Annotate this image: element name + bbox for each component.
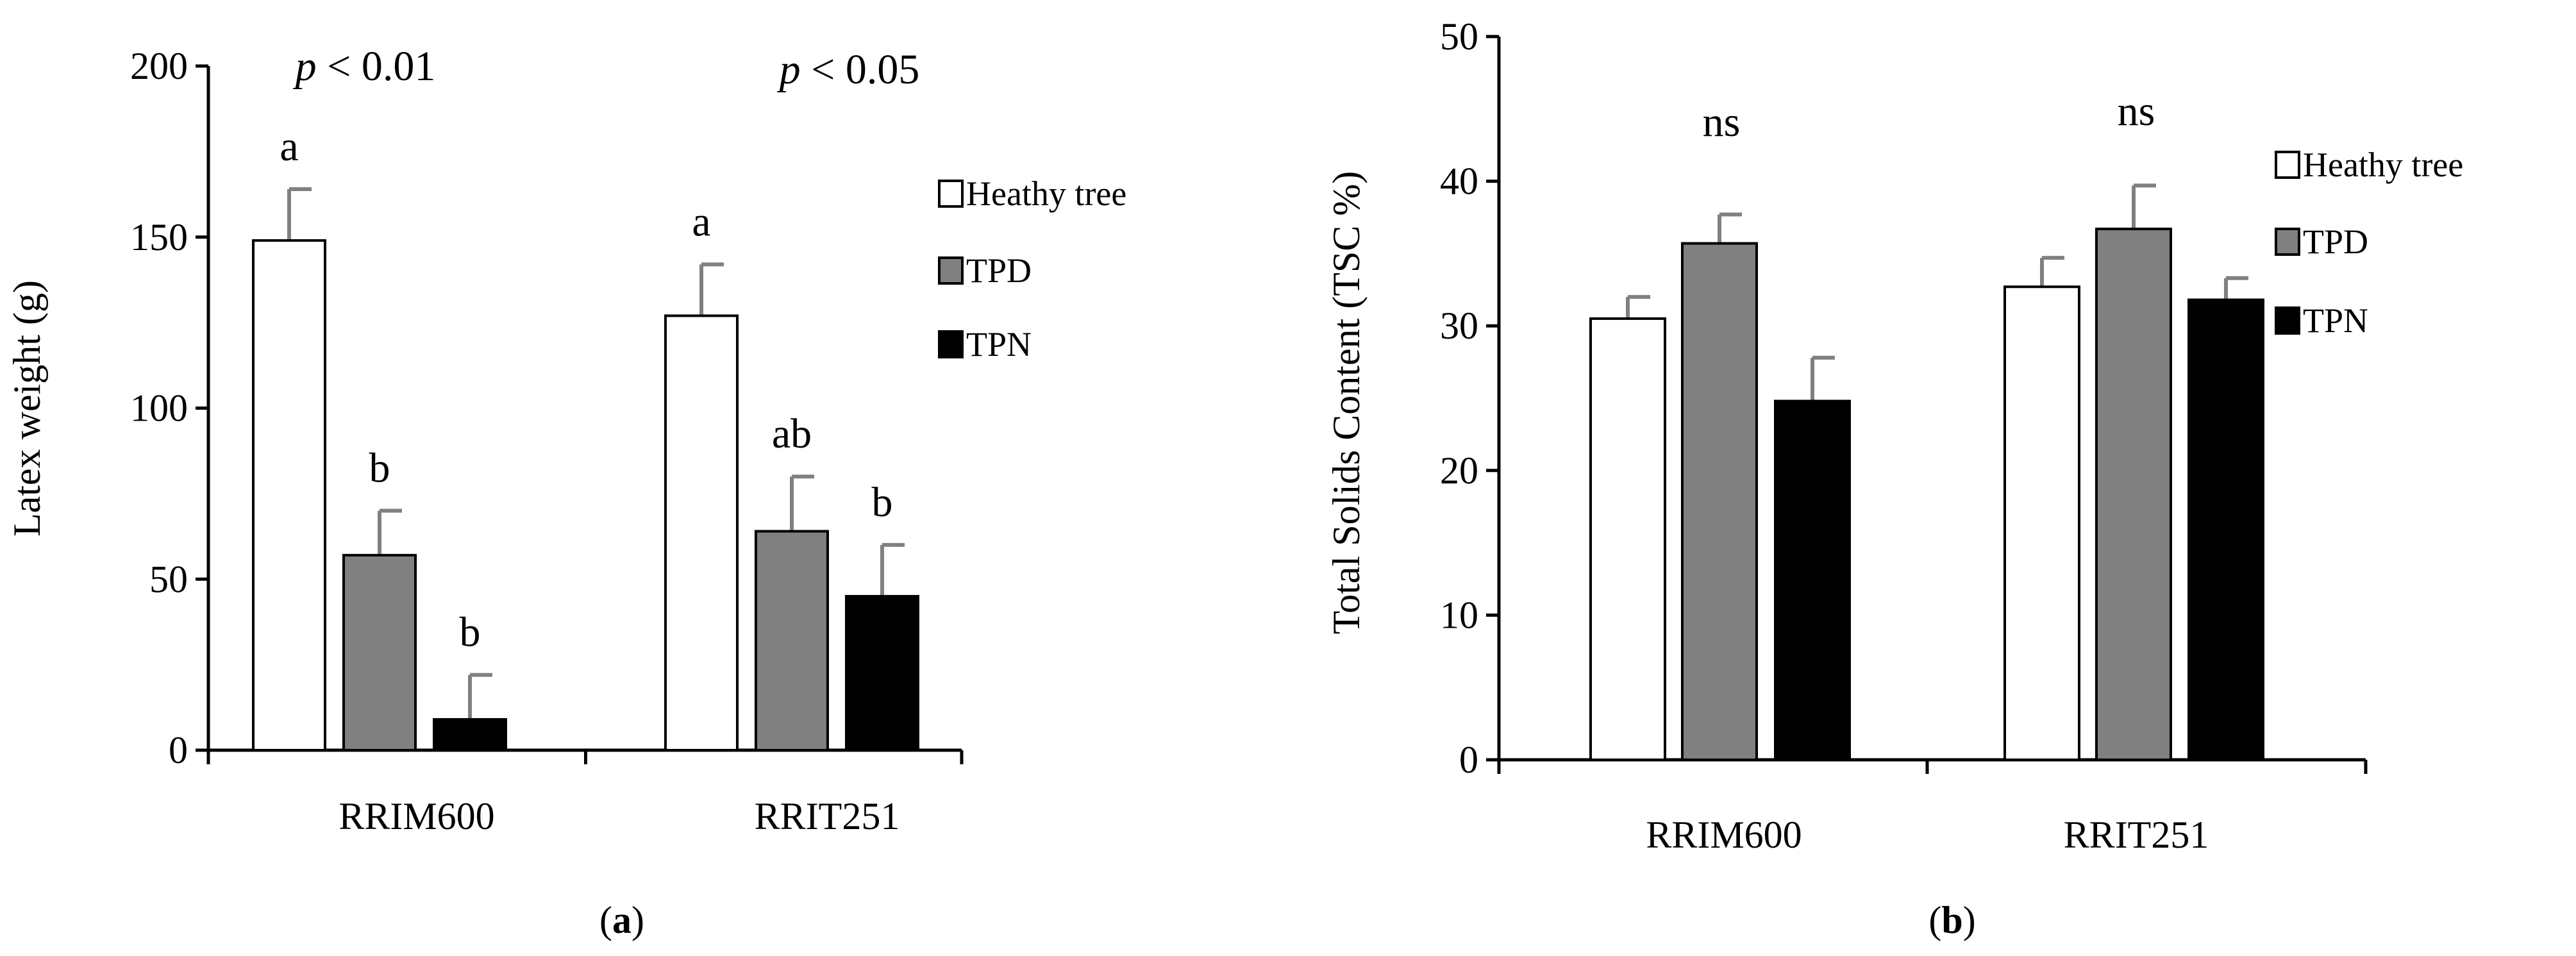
bar-tpd xyxy=(755,530,829,751)
significance-letter: b xyxy=(369,445,390,492)
significance-letter: b xyxy=(460,609,481,656)
y-tick-label: 0 xyxy=(169,729,188,771)
legend-label: TPD xyxy=(966,251,1032,290)
panel-label: (b) xyxy=(1928,899,1975,941)
bar-tpn xyxy=(433,717,507,751)
panel-label-close: ) xyxy=(1963,899,1976,941)
legend-label: Heathy tree xyxy=(2303,146,2463,184)
y-tick-label: 10 xyxy=(1440,594,1478,636)
y-tick-label: 0 xyxy=(1459,739,1478,781)
p-value-label: ns xyxy=(2118,88,2155,135)
p-symbol: p xyxy=(777,46,801,93)
panel-label-open: ( xyxy=(599,899,612,941)
bar-heathy-tree xyxy=(664,314,739,751)
bar-tpd xyxy=(1681,242,1758,762)
y-tick-label: 200 xyxy=(130,45,188,87)
y-axis-label: Total Solids Content (TSC %) xyxy=(1325,171,1367,634)
p-value-text: ns xyxy=(1703,99,1741,146)
x-category-label: RRIT251 xyxy=(755,795,900,837)
y-tick-label: 100 xyxy=(130,387,188,430)
legend-entry: Heathy tree xyxy=(938,174,1126,213)
bar-tpd xyxy=(2095,228,2172,762)
p-symbol: p xyxy=(293,43,317,90)
p-value-text: < 0.01 xyxy=(317,43,436,90)
significance-letter: ab xyxy=(772,410,812,457)
p-value-label: ns xyxy=(1703,99,1741,146)
legend-label: TPN xyxy=(966,325,1032,364)
significance-letter: a xyxy=(280,123,298,170)
y-axis-label: Latex weight (g) xyxy=(6,280,48,537)
bar-tpd xyxy=(342,553,417,752)
p-value-label: p < 0.05 xyxy=(777,46,920,93)
bar-tpn xyxy=(845,594,919,751)
chart-panel-b: 0 10 20 30 40 50 Total Solids Content (TSC %) n… xyxy=(1325,15,2463,941)
y-tick-label: 20 xyxy=(1440,449,1478,492)
legend-label: Heathy tree xyxy=(966,174,1126,213)
y-tick-label: 50 xyxy=(149,558,188,600)
significance-letter: a xyxy=(692,198,710,245)
panel-label-open: ( xyxy=(1928,899,1941,941)
x-category-label: RRIM600 xyxy=(1646,814,1802,856)
panel-label-letter: b xyxy=(1941,899,1962,941)
y-tick-label: 50 xyxy=(1440,15,1478,58)
legend-entry: TPN xyxy=(2275,301,2368,340)
bar-tpn xyxy=(1774,399,1851,761)
panel-label-close: ) xyxy=(631,899,644,941)
bar-heathy-tree xyxy=(1589,317,1666,762)
legend-label: TPN xyxy=(2303,301,2368,340)
legend-swatch xyxy=(938,256,964,285)
legend-swatch xyxy=(938,330,964,358)
legend-swatch xyxy=(2275,306,2300,335)
bar-tpn xyxy=(2187,298,2264,762)
panel-label-letter: a xyxy=(612,899,631,941)
panel-label: (a) xyxy=(599,899,644,941)
significance-letter: b xyxy=(872,479,893,526)
legend-entry: Heathy tree xyxy=(2275,146,2463,184)
legend-swatch xyxy=(2275,151,2300,179)
y-tick-label: 40 xyxy=(1440,160,1478,203)
y-tick-label: 30 xyxy=(1440,305,1478,347)
p-value-label: p < 0.01 xyxy=(293,43,436,90)
p-value-text: < 0.05 xyxy=(801,46,920,93)
p-value-text: ns xyxy=(2118,88,2155,135)
x-category-label: RRIM600 xyxy=(339,795,494,837)
y-tick-label: 150 xyxy=(130,216,188,258)
x-category-label: RRIT251 xyxy=(2064,814,2209,856)
bar-heathy-tree xyxy=(252,239,326,751)
legend-swatch xyxy=(2275,228,2300,256)
legend-label: TPD xyxy=(2303,222,2368,261)
legend-swatch xyxy=(938,180,964,208)
legend-entry: TPD xyxy=(938,251,1032,290)
bar-heathy-tree xyxy=(2003,285,2080,761)
legend-entry: TPD xyxy=(2275,222,2368,261)
legend-entry: TPN xyxy=(938,325,1032,364)
